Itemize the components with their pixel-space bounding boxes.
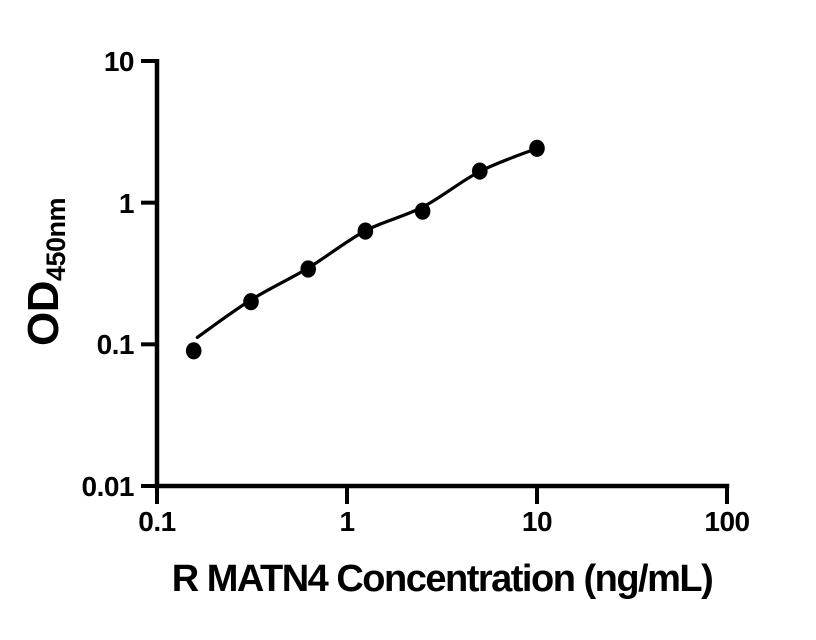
y-axis-title-main: OD: [19, 281, 68, 347]
data-point-marker: [472, 162, 488, 180]
y-axis-tick-label: 0.1: [96, 329, 135, 361]
data-point-marker: [414, 202, 431, 220]
y-axis-tick-label: 10: [103, 46, 135, 77]
x-axis-tick-label: 1: [339, 506, 355, 537]
x-axis-title: R MATN4 Concentration (ng/mL): [171, 558, 714, 600]
data-point-marker: [185, 342, 202, 360]
y-axis-tick-label: 1: [118, 187, 135, 219]
x-axis-tick-label: 0.1: [138, 506, 176, 537]
x-axis-tick-label: 100: [704, 506, 750, 537]
y-axis-title: OD450nm: [19, 197, 71, 347]
data-point-marker: [529, 139, 545, 157]
y-axis-title-subscript: 450nm: [41, 197, 71, 282]
y-axis-tick-label: 0.01: [81, 471, 135, 502]
data-point-marker: [357, 222, 374, 240]
data-point-marker: [300, 260, 317, 278]
data-point-marker: [243, 293, 259, 311]
x-axis-tick-label: 10: [521, 506, 553, 537]
